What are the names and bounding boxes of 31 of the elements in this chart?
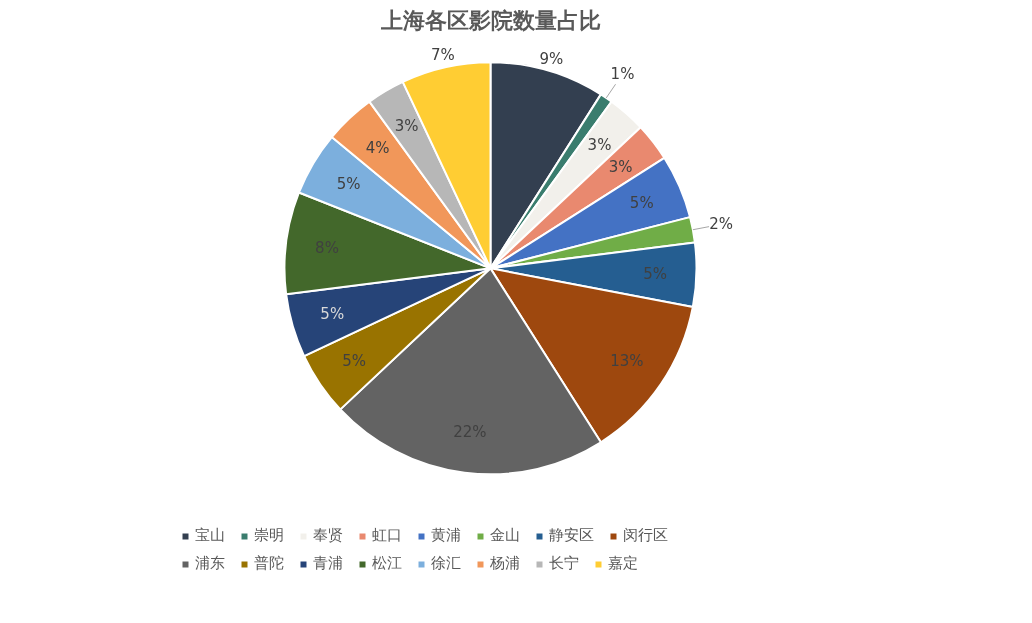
data-label: 7% [430, 46, 455, 65]
legend-label: 徐汇 [431, 554, 461, 573]
legend-label: 宝山 [195, 526, 225, 545]
legend-label: 闵行区 [623, 526, 668, 545]
legend-label: 杨浦 [490, 554, 520, 573]
data-label: 4% [365, 139, 390, 158]
data-label: 5% [320, 305, 345, 324]
legend-label: 松江 [372, 554, 402, 573]
data-label: 3% [587, 135, 612, 154]
legend-label: 青浦 [313, 554, 343, 573]
data-label: 3% [608, 158, 633, 177]
data-label: 1% [610, 65, 635, 84]
legend-label: 浦东 [195, 554, 225, 573]
data-label: 13% [610, 352, 644, 371]
legend-label: 崇明 [254, 526, 284, 545]
data-label: 5% [336, 175, 361, 194]
data-label: 9% [539, 49, 564, 68]
legend-label: 金山 [490, 526, 520, 545]
data-label: 5% [629, 193, 654, 212]
legend-label: 普陀 [254, 554, 284, 573]
legend-label: 虹口 [372, 526, 402, 545]
legend-label: 静安区 [549, 526, 594, 545]
legend-label: 黄浦 [431, 526, 461, 545]
data-label: 3% [394, 117, 419, 136]
legend-label: 奉贤 [313, 526, 343, 545]
legend-label: 长宁 [549, 554, 579, 573]
chart-title: 上海各区影院数量占比 [379, 7, 601, 33]
data-label: 5% [342, 352, 367, 371]
data-label: 5% [643, 264, 668, 283]
legend-label: 嘉定 [608, 554, 638, 573]
data-label: 2% [709, 215, 734, 234]
